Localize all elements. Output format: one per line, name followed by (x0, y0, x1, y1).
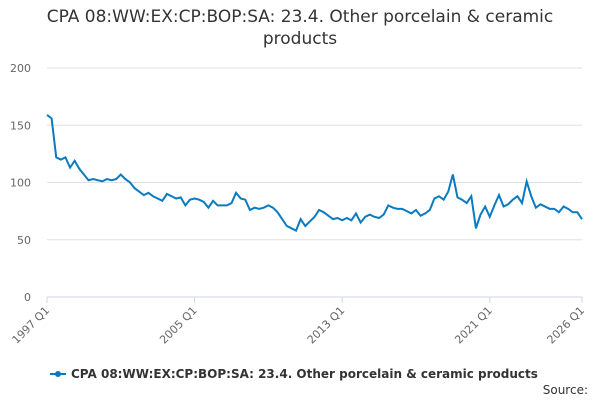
x-tick-label: 2013 Q1 (305, 304, 348, 347)
chart-title: CPA 08:WW:EX:CP:BOP:SA: 23.4. Other porc… (46, 7, 554, 49)
legend-marker (55, 371, 61, 377)
x-tick-label: 2026 Q1 (545, 304, 588, 347)
y-tick-label: 50 (17, 234, 31, 247)
legend-label: CPA 08:WW:EX:CP:BOP:SA: 23.4. Other porc… (71, 367, 538, 381)
y-tick-label: 100 (10, 177, 31, 190)
source: Source: (543, 383, 588, 397)
data-line (46, 114, 583, 232)
x-tick-label: 2005 Q1 (157, 304, 200, 347)
x-tick-label: 2021 Q1 (452, 304, 495, 347)
y-tick-label: 200 (10, 62, 31, 75)
y-tick-label: 0 (24, 291, 31, 304)
y-tick-label: 150 (10, 119, 31, 132)
x-tick-label: 1997 Q1 (10, 304, 53, 347)
